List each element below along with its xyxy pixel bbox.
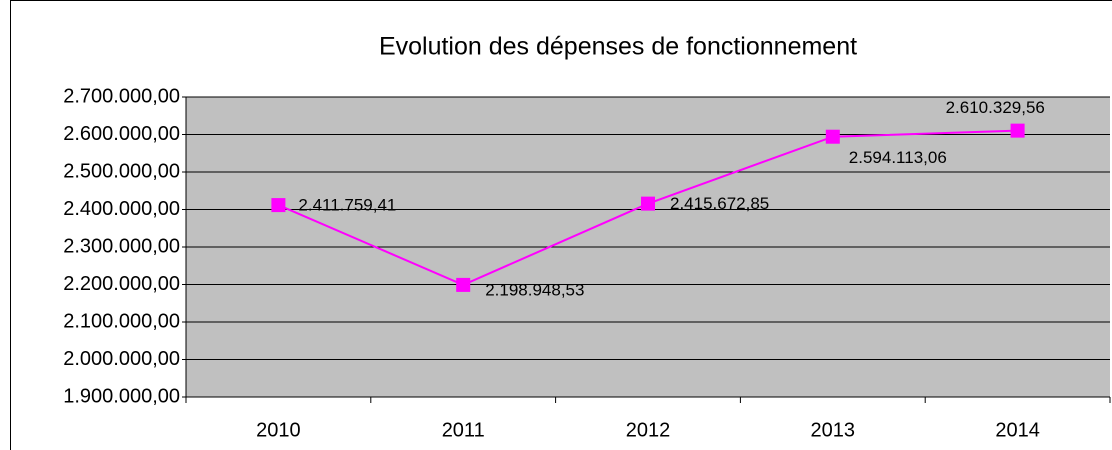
- x-tick-label: 2014: [995, 419, 1040, 441]
- marker: [641, 196, 655, 211]
- data-label: 2.198.948,53: [485, 280, 584, 299]
- data-label: 2.415.672,85: [670, 194, 769, 213]
- y-tick-label: 2.100.000,00: [63, 310, 180, 332]
- y-tick-label: 1.900.000,00: [63, 385, 180, 407]
- data-label: 2.411.759,41: [298, 196, 396, 215]
- y-tick-label: 2.000.000,00: [63, 348, 180, 370]
- y-tick-label: 2.300.000,00: [63, 235, 180, 257]
- marker: [271, 198, 286, 213]
- y-tick-label: 2.500.000,00: [63, 160, 180, 182]
- y-tick-label: 2.700.000,00: [63, 85, 180, 107]
- x-tick-label: 2012: [626, 419, 671, 441]
- marker: [825, 129, 840, 144]
- data-label: 2.610.329,56: [946, 98, 1045, 117]
- x-tick-label: 2011: [442, 419, 485, 441]
- chart-title: Evolution des dépenses de fonctionnement: [379, 33, 857, 61]
- marker: [456, 277, 471, 292]
- y-tick-label: 2.400.000,00: [63, 198, 180, 220]
- y-tick-label: 2.600.000,00: [63, 123, 180, 145]
- data-label: 2.594.113,06: [849, 148, 947, 167]
- x-tick-label: 2013: [811, 419, 856, 441]
- marker: [1010, 123, 1025, 138]
- x-tick-label: 2010: [256, 419, 301, 441]
- y-tick-label: 2.200.000,00: [63, 273, 180, 295]
